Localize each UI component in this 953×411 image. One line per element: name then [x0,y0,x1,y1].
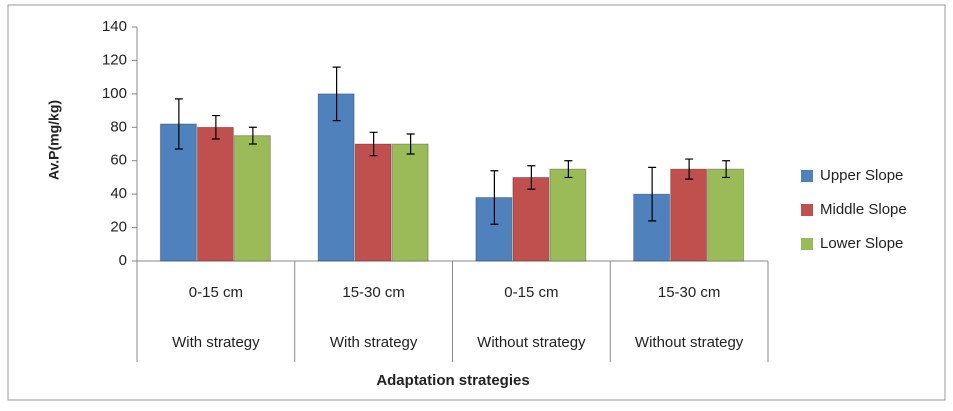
error-bar [406,133,415,155]
bar [670,168,708,262]
x-group-label: Without strategy [477,334,586,351]
bar [512,176,550,262]
bar [354,143,392,262]
y-tick-label: 80 [110,118,127,135]
legend-swatch [801,204,813,216]
x-group-label: Without strategy [635,334,744,351]
error-bar [490,170,499,225]
x-tick-label: 0-15 cm [504,284,558,301]
legend-label: Middle Slope [820,201,907,218]
x-axis-title: Adaptation strategies [376,372,529,389]
error-bar [685,158,694,180]
legend-label: Lower Slope [820,235,903,252]
bar [707,168,745,262]
error-bar [722,160,731,179]
error-bar [527,165,536,190]
x-tick-label: 15-30 cm [658,284,721,301]
x-group-label: With strategy [330,334,418,351]
error-bar [648,166,657,222]
y-tick-label: 0 [119,252,127,269]
y-tick-label: 40 [110,185,127,202]
bar [233,135,271,262]
y-axis-title: Av.P(mg/kg) [46,100,62,180]
x-tick-label: 0-15 cm [189,284,243,301]
y-tick-label: 60 [110,152,127,169]
legend-swatch [801,238,813,250]
bar [549,168,587,262]
legend-label: Upper Slope [820,167,903,184]
y-tick-label: 120 [102,51,127,68]
error-bar [332,66,341,122]
x-tick-label: 15-30 cm [342,284,405,301]
error-bar [248,126,257,145]
error-bar [564,160,573,179]
x-group-label: With strategy [172,334,260,351]
bar [391,143,429,262]
y-tick-label: 100 [102,85,127,102]
y-tick-label: 140 [102,18,127,35]
legend-swatch [801,170,813,182]
error-bar [174,98,183,150]
error-bar [211,114,220,140]
bar [196,126,234,262]
y-tick-label: 20 [110,219,127,236]
error-bar [369,131,378,157]
